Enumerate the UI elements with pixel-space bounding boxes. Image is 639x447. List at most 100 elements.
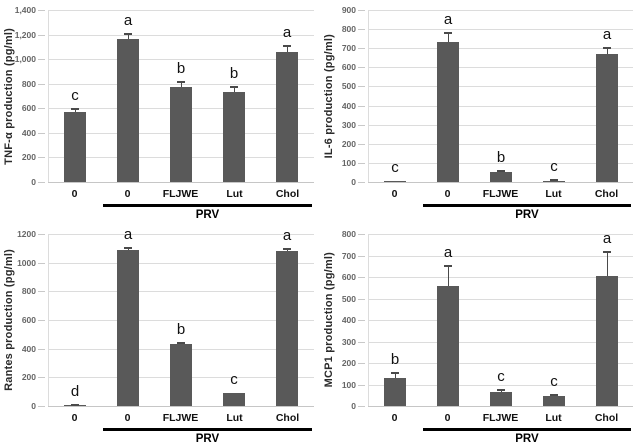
significance-letter: b	[390, 351, 400, 368]
error-bar	[181, 82, 182, 87]
tick-mark	[38, 291, 45, 292]
tick-mark	[38, 84, 45, 85]
group-underline	[103, 204, 312, 207]
x-category-label: 0	[71, 412, 78, 424]
gridline	[368, 10, 633, 11]
significance-letter: a	[443, 11, 453, 28]
error-bar-cap	[444, 265, 452, 267]
x-category-label: 0	[444, 412, 451, 424]
plot-left-edge	[368, 10, 369, 182]
y-axis-title-wrap: IL-6 production (pg/ml)	[320, 10, 338, 182]
bar	[170, 344, 192, 406]
gridline	[368, 385, 633, 386]
error-bar	[128, 34, 129, 39]
tick-mark	[38, 133, 45, 134]
tick-mark	[358, 144, 365, 145]
error-bar-cap	[124, 247, 132, 249]
tick-mark	[358, 29, 365, 30]
y-tick-label: 600	[341, 62, 356, 72]
gridline	[368, 125, 633, 126]
tick-mark	[358, 320, 365, 321]
x-category-label: Chol	[275, 188, 300, 200]
error-bar-cap	[283, 45, 291, 47]
bar	[543, 181, 565, 182]
x-category-label: 0	[391, 412, 398, 424]
y-tick-label: 0	[31, 401, 36, 411]
gridline	[48, 182, 314, 183]
significance-letter: a	[602, 26, 612, 43]
y-tick-label: 1000	[17, 258, 36, 268]
error-bar-cap	[124, 33, 132, 35]
tick-mark	[358, 86, 365, 87]
chart-rantes: Rantes production (pg/ml) 0 200 400 600 800 10…	[0, 224, 320, 447]
x-category-label: FLJWE	[482, 412, 519, 424]
significance-letter: c	[230, 371, 238, 388]
gridline	[48, 35, 314, 36]
x-category-label: Chol	[594, 412, 619, 424]
y-tick-label: 400	[341, 315, 356, 325]
gridline	[368, 29, 633, 30]
error-bar	[75, 109, 76, 112]
group-underline	[423, 204, 631, 207]
tick-mark	[358, 385, 365, 386]
y-tick-label: 800	[341, 229, 356, 239]
y-tick-label: 800	[341, 24, 356, 34]
tick-mark	[358, 163, 365, 164]
x-category-label: Chol	[594, 188, 619, 200]
tick-mark	[38, 59, 45, 60]
error-bar-cap	[177, 81, 185, 83]
error-bar-cap	[177, 342, 185, 344]
tick-mark	[38, 10, 45, 11]
chart-il6: IL-6 production (pg/ml) 0 100 200 300 400 500 6…	[320, 0, 639, 224]
tick-mark	[38, 263, 45, 264]
x-category-label: Lut	[545, 188, 562, 200]
significance-letter: a	[602, 230, 612, 247]
tick-mark	[38, 35, 45, 36]
bar	[384, 181, 406, 182]
tick-mark	[38, 377, 45, 378]
group-label: PRV	[195, 433, 220, 445]
gridline	[368, 67, 633, 68]
significance-letter: a	[123, 12, 133, 29]
x-category-label: FLJWE	[482, 188, 519, 200]
x-category-label: 0	[124, 188, 131, 200]
x-category-label: 0	[391, 188, 398, 200]
bar	[437, 42, 459, 182]
significance-letter: a	[443, 244, 453, 261]
group-label: PRV	[195, 209, 220, 221]
gridline	[368, 277, 633, 278]
y-tick-label: 0	[351, 177, 356, 187]
y-axis-title: TNF-α production (pg/ml)	[3, 27, 15, 165]
bar	[117, 39, 139, 182]
group-underline	[423, 428, 631, 431]
y-tick-label: 600	[21, 103, 36, 113]
tick-mark	[358, 48, 365, 49]
gridline	[368, 163, 633, 164]
gridline	[368, 86, 633, 87]
x-category-label: FLJWE	[162, 412, 199, 424]
group-underline	[103, 428, 312, 431]
x-category-label: 0	[124, 412, 131, 424]
bar	[437, 286, 459, 406]
gridline	[368, 299, 633, 300]
error-bar	[395, 373, 396, 378]
bar	[117, 250, 139, 406]
y-tick-label: 800	[21, 79, 36, 89]
error-bar-cap	[391, 372, 399, 374]
error-bar	[607, 252, 608, 276]
gridline	[368, 406, 633, 407]
x-category-label: Lut	[545, 412, 562, 424]
y-tick-label: 400	[21, 344, 36, 354]
significance-letter: b	[176, 60, 186, 77]
x-category-label: Lut	[226, 412, 243, 424]
tick-mark	[358, 342, 365, 343]
tick-mark	[38, 349, 45, 350]
tick-mark	[358, 182, 365, 183]
y-tick-label: 500	[341, 294, 356, 304]
y-tick-label: 500	[341, 81, 356, 91]
error-bar-cap	[71, 404, 79, 406]
error-bar-cap	[71, 108, 79, 110]
significance-letter: b	[496, 149, 506, 166]
tick-mark	[38, 157, 45, 158]
gridline	[368, 363, 633, 364]
